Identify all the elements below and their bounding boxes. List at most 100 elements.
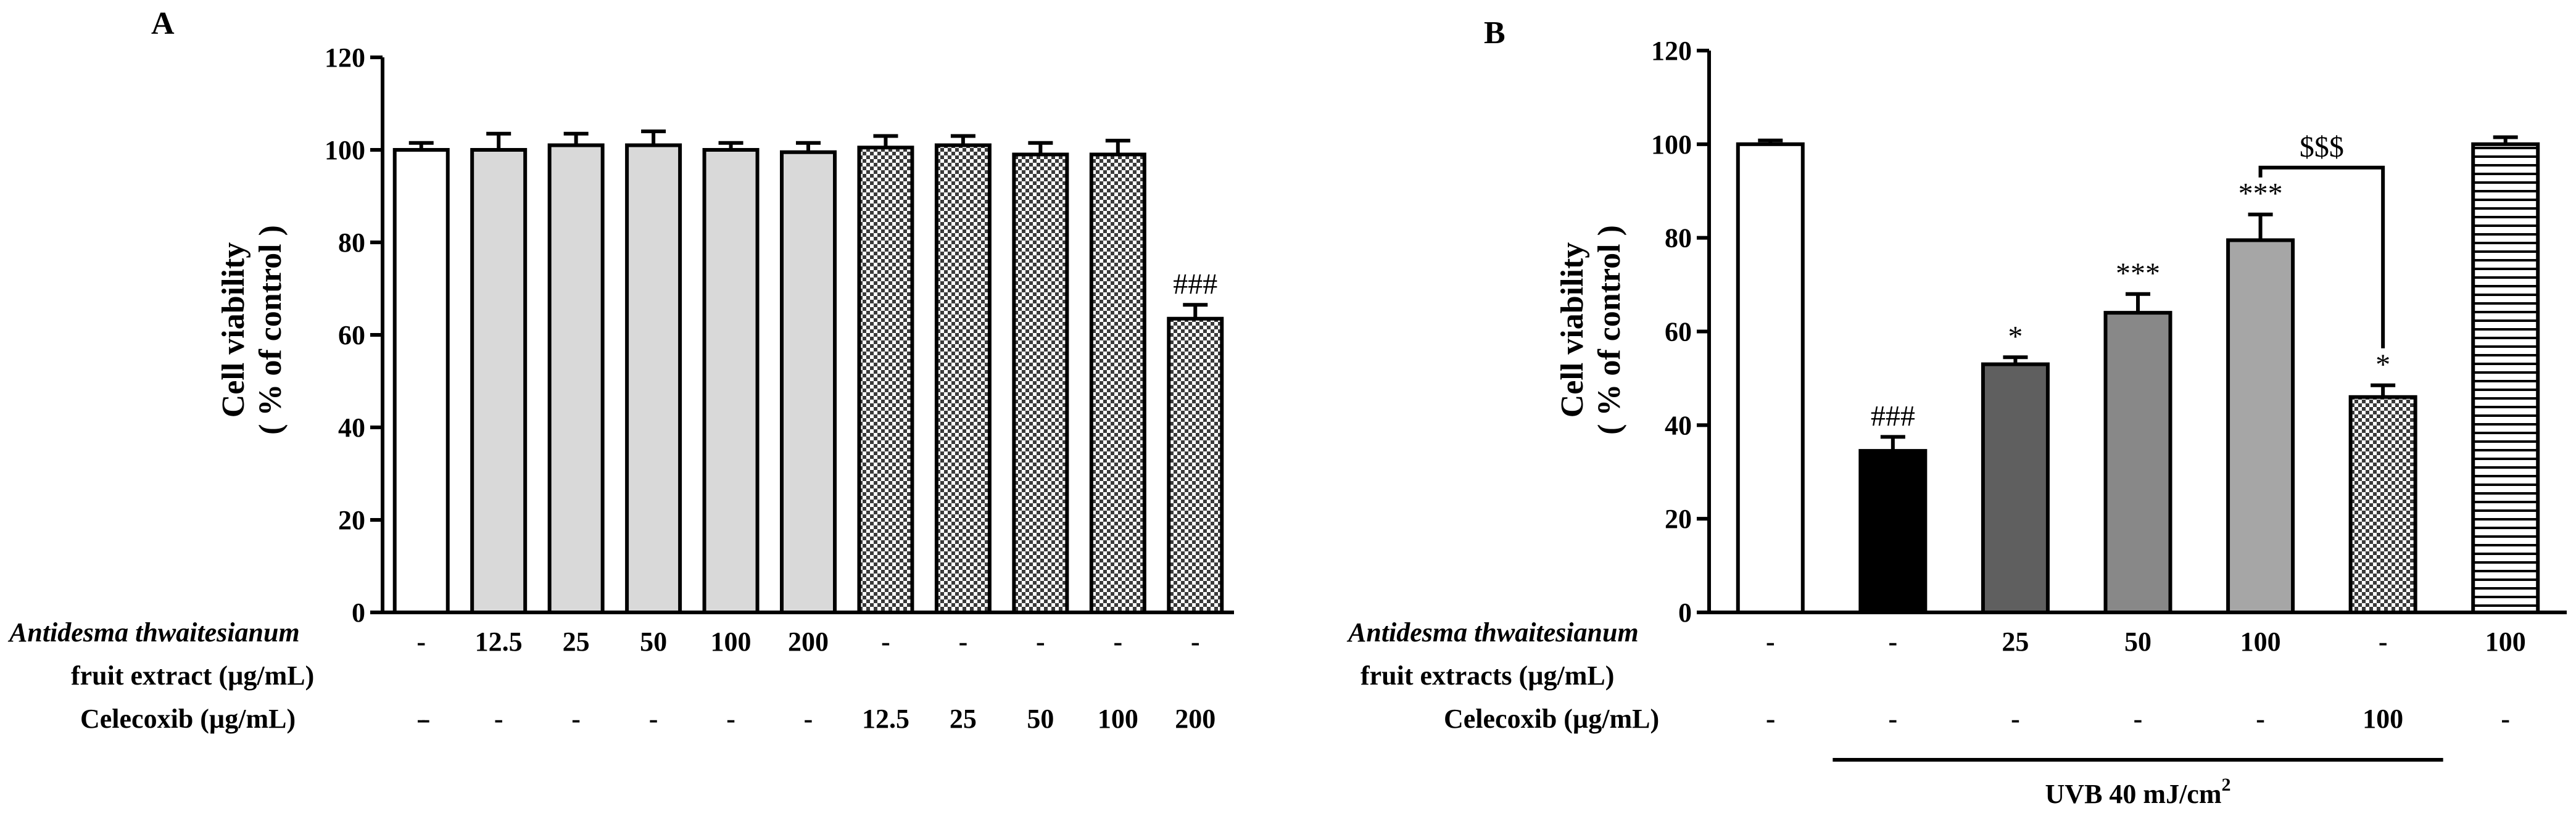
panel-b-ylabel-line2: ( % of control ): [1592, 225, 1627, 435]
panel-a-treatment-value: -: [881, 627, 890, 657]
panel-a-chart: A Cell viability ( % of control ) 0 20 40 6…: [7, 6, 1234, 734]
panel-b-significance-label: *: [2375, 348, 2390, 381]
panel-b-y-tick-label: 120: [1651, 36, 1692, 66]
panel-b-bar: [1981, 362, 2050, 614]
panel-a-bar: [702, 148, 760, 614]
panel-b-y-tick-label: 80: [1665, 223, 1692, 253]
panel-b-treatment-lead-dash: -: [1766, 704, 1776, 734]
panel-b-treatment-value: 50: [2124, 627, 2151, 657]
panel-b-comparison-bracket: [2258, 165, 2385, 348]
panel-a-bars: ###: [392, 130, 1224, 614]
panel-a-row1-label-line2: fruit extract (µg/mL): [71, 661, 314, 691]
panel-b-uvb-group: UVB 40 mJ/cm2: [1833, 758, 2443, 809]
panel-b-bracket-label: $$$: [2300, 131, 2344, 163]
panel-b-bar: [1858, 449, 1928, 615]
panel-b-row2-label: Celecoxib (µg/mL): [1444, 704, 1659, 734]
panel-a-bar: [857, 146, 914, 614]
panel-a-treatment-lead-dash: -: [421, 704, 431, 734]
panel-a-row2-label: Celecoxib (µg/mL): [80, 704, 296, 734]
panel-a-y-tick-label: 120: [325, 43, 365, 73]
panel-b-chart: B Cell viability ( % of control ) 0 20 40 6…: [1346, 15, 2567, 809]
panel-a-bar: [625, 143, 682, 614]
panel-b-y-tick-label: 100: [1651, 130, 1692, 160]
panel-a-y-tick-label: 40: [338, 413, 365, 443]
panel-b-treatment-value: 100: [2485, 627, 2526, 657]
panel-a-treatment-value: 200: [788, 627, 829, 657]
panel-a-ylabel-line2: ( % of control ): [253, 225, 288, 435]
panel-a-treatment-value: -: [571, 704, 581, 734]
panel-a-treatment-value: 25: [950, 704, 977, 734]
panel-a-treatment-value: 12.5: [862, 704, 909, 734]
panel-b-row1-label-line2: fruit extracts (µg/mL): [1360, 661, 1614, 691]
panel-a-treatment-value: 12.5: [475, 627, 523, 657]
panel-b-uvb-superscript: 2: [2221, 775, 2230, 795]
panel-a-bar: [392, 148, 450, 614]
panel-a-y-tick-label: 60: [338, 320, 365, 350]
panel-a-treatment-value: 50: [640, 627, 667, 657]
panel-a-treatment-value: 25: [563, 627, 590, 657]
panel-b-bar: [2348, 395, 2417, 614]
panel-b-bar: [2226, 238, 2295, 614]
panel-a-treatment-value: -: [416, 704, 426, 734]
panel-a-treatment-value: -: [494, 704, 503, 734]
panel-b-bars: ###********$$$: [1736, 131, 2540, 615]
panel-a-treatment-value: -: [959, 627, 968, 657]
panel-b-letter: B: [1484, 15, 1505, 51]
panel-b-y-tick-label: 40: [1665, 410, 1692, 440]
panel-a-ylabel-line1: Cell viability: [216, 242, 251, 418]
panel-a-treatment-value: -: [1113, 627, 1122, 657]
panel-b-treatment-value: -: [2501, 704, 2510, 734]
panel-a-significance-label: ###: [1173, 268, 1217, 300]
panel-a-y-tick-label: 80: [338, 228, 365, 258]
panel-a-bar: [547, 143, 605, 614]
panel-a-row1-label-italic: Antidesma thwaitesianum: [7, 617, 300, 648]
panel-a-treatment-value: -: [726, 704, 735, 734]
panel-a-letter: A: [151, 6, 175, 41]
panel-b-treatment-value: -: [1889, 627, 1898, 657]
panel-a-bar: [780, 150, 837, 614]
panel-a-treatment-value: -: [416, 627, 426, 657]
panel-b-treatment-value: 25: [2002, 627, 2029, 657]
panel-a-bar: [470, 148, 528, 614]
panel-a-treatment-value: -: [1036, 627, 1045, 657]
panel-b-significance-label: ***: [2238, 178, 2283, 210]
panel-a-y-tick-label: 100: [325, 135, 365, 165]
panel-b-y-axis-label: Cell viability ( % of control ): [1555, 225, 1627, 435]
panel-a-y-tick-label: 0: [352, 598, 365, 628]
panel-b-treatment-table: Antidesma thwaitesianum fruit extracts (…: [1346, 617, 2526, 734]
panel-b-treatment-value: -: [1766, 704, 1775, 734]
panel-b-bar: [2103, 311, 2172, 614]
panel-a-treatment-value: 50: [1027, 704, 1054, 734]
panel-a-treatment-value: 100: [1098, 704, 1138, 734]
panel-a-treatment-value: 100: [711, 627, 752, 657]
panel-a-treatment-value: -: [649, 704, 658, 734]
panel-a-treatment-table: Antidesma thwaitesianum fruit extract (µ…: [7, 617, 1216, 734]
panel-b-treatment-value: -: [2379, 627, 2388, 657]
panel-b-treatment-value: -: [2011, 704, 2020, 734]
panel-b-y-tick-label: 20: [1665, 504, 1692, 534]
panel-b-y-tick-label: 0: [1678, 598, 1692, 628]
panel-b-treatment-value: 100: [2363, 704, 2403, 734]
panel-a-bar: [1012, 152, 1069, 614]
panel-b-bar: [1736, 142, 1805, 615]
panel-b-treatment-value: -: [2134, 704, 2143, 734]
panel-b-y-tick-label: 60: [1665, 317, 1692, 347]
panel-a-treatment-value: -: [1191, 627, 1200, 657]
panel-b-treatment-value: -: [1889, 704, 1898, 734]
panel-a-treatment-value: -: [804, 704, 813, 734]
panel-b-treatment-value: 100: [2240, 627, 2281, 657]
panel-b-significance-label: ***: [2116, 257, 2160, 290]
panel-a-bar: [934, 143, 992, 614]
panel-b-treatment-value: -: [2256, 704, 2265, 734]
panel-b-row1-label-italic: Antidesma thwaitesianum: [1346, 617, 1639, 648]
panel-a-y-axis-label: Cell viability ( % of control ): [216, 225, 288, 435]
panel-b-treatment-value: -: [1766, 627, 1775, 657]
panel-a-bar: [1089, 152, 1146, 614]
panel-a-bar: [1167, 316, 1224, 614]
panel-b-ylabel-line1: Cell viability: [1555, 242, 1590, 418]
panel-b-significance-label: ###: [1871, 400, 1915, 432]
panel-a-treatment-value: 200: [1175, 704, 1216, 734]
panel-a-y-tick-label: 20: [338, 505, 365, 535]
panel-b-bar: [2471, 142, 2540, 615]
